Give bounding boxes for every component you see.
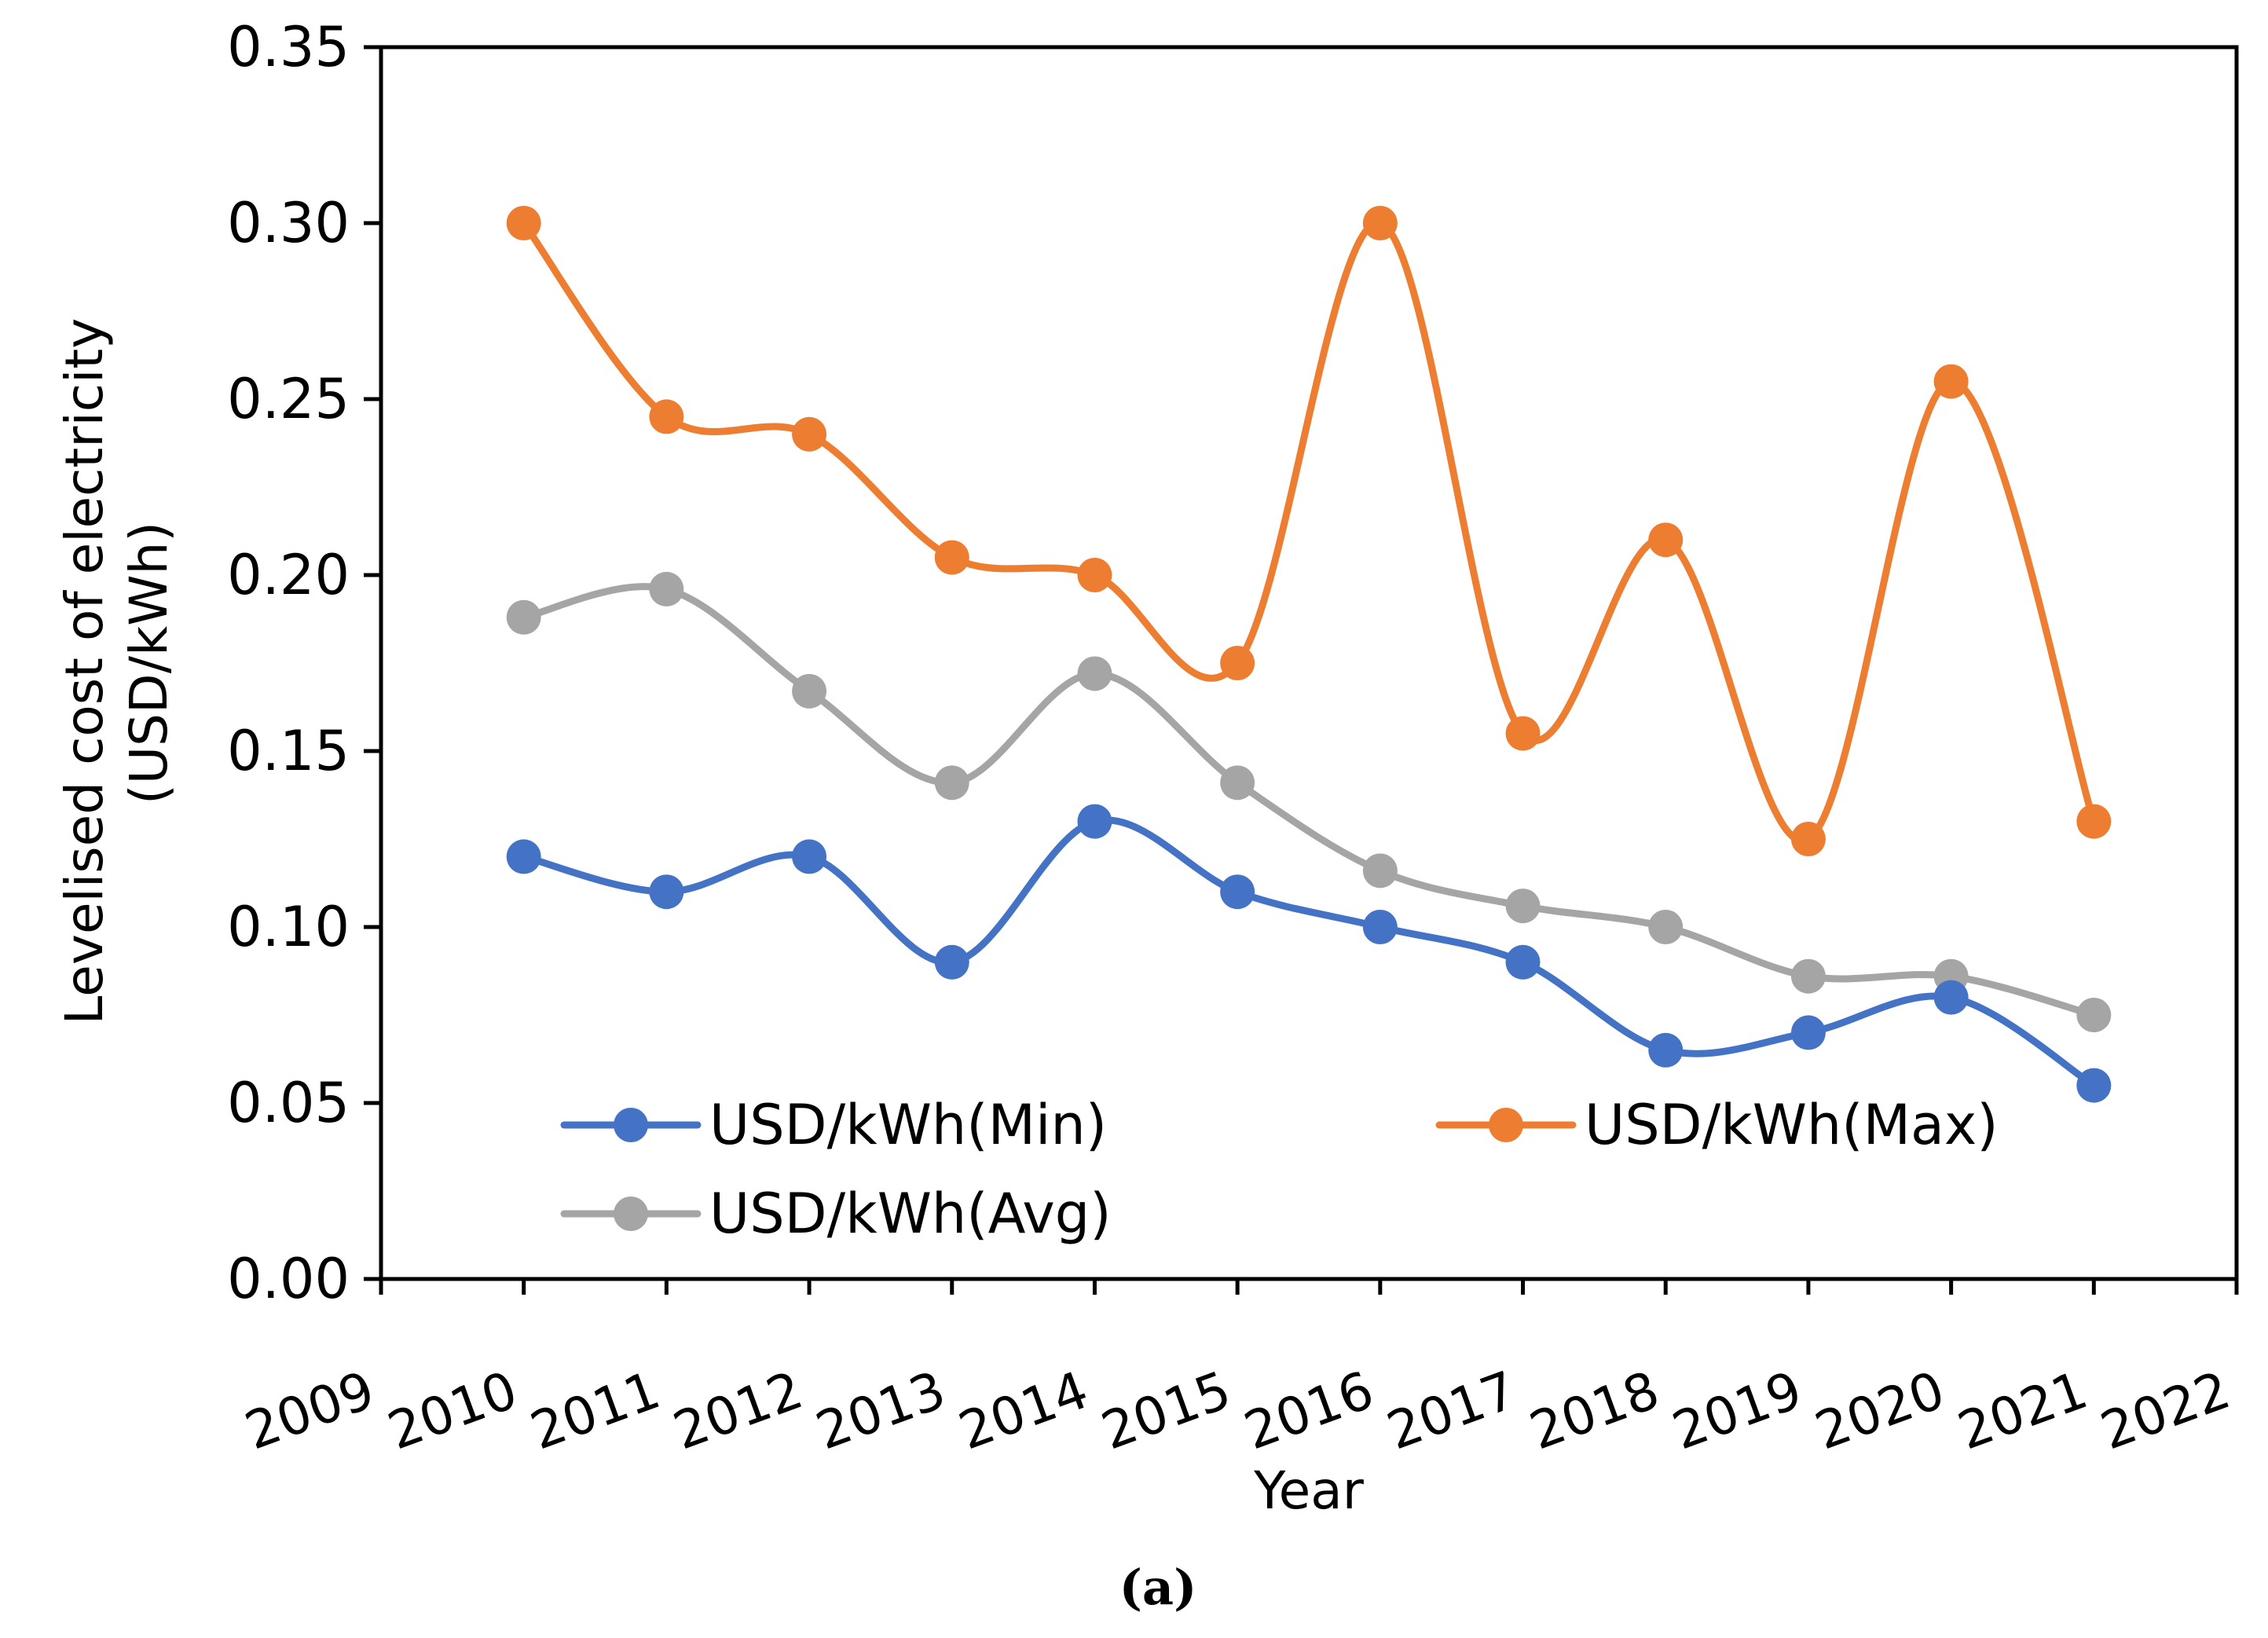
data-point-usd-kwh-max [1505,716,1541,751]
x-tick-label: 2016 [1237,1360,1381,1462]
plot-border [379,45,2239,1281]
series-layer [506,206,2112,1103]
legend-label: USD/kWh(Avg) [709,1182,1112,1246]
data-point-usd-kwh-min [1077,804,1112,839]
series-usd-kwh-avg [506,571,2112,1032]
x-axis-title: Year [1253,1460,1365,1521]
data-point-usd-kwh-max [1362,206,1398,240]
data-point-usd-kwh-avg [506,599,541,635]
data-point-usd-kwh-max [1077,558,1112,592]
x-tick-label: 2013 [808,1360,953,1462]
legend: USD/kWh(Min) USD/kWh(Max) USD/kWh(Avg) [560,1093,1999,1246]
data-point-usd-kwh-max [649,399,684,434]
data-point-usd-kwh-max [1220,646,1255,680]
x-tick-label: 2010 [380,1360,525,1462]
x-tick-label: 2017 [1379,1360,1524,1462]
y-axis-title-line-2: (USD/kWh) [119,522,179,804]
legend-item-usd-kwh-max: USD/kWh(Max) [1435,1093,1999,1157]
data-point-usd-kwh-max [506,206,541,240]
data-point-usd-kwh-min [1220,874,1255,910]
data-point-usd-kwh-max [1648,522,1684,558]
data-point-usd-kwh-min [1933,980,1969,1015]
x-tick-label: 2014 [951,1360,1096,1462]
legend-marker [614,1108,648,1142]
data-point-usd-kwh-avg [1220,765,1255,801]
legend-label: USD/kWh(Min) [709,1093,1107,1157]
legend-item-usd-kwh-min: USD/kWh(Min) [560,1093,1107,1157]
series-usd-kwh-max [506,206,2112,856]
y-tick-label: 0.15 [227,719,350,783]
series-usd-kwh-min [506,804,2112,1103]
data-point-usd-kwh-avg [2076,998,2112,1032]
data-point-usd-kwh-avg [1362,853,1398,889]
figure-caption: (a) [1119,1559,1197,1616]
x-tick-label: 2018 [1522,1360,1667,1462]
data-point-usd-kwh-max [1933,364,1969,399]
legend-label: USD/kWh(Max) [1585,1093,1999,1157]
legend-marker [614,1196,648,1231]
data-point-usd-kwh-min [506,839,541,874]
y-tick-label: 0.35 [227,15,350,79]
data-point-usd-kwh-avg [1648,910,1684,944]
data-point-usd-kwh-min [792,839,827,874]
x-tick-label: 2012 [665,1360,810,1462]
legend-marker [1489,1108,1523,1142]
y-axis-title-line-1: Levelised cost of electricity [54,318,115,1025]
x-tick-label: 2022 [2093,1360,2237,1462]
legend-item-usd-kwh-avg: USD/kWh(Avg) [560,1182,1112,1246]
y-tick-label: 0.05 [227,1071,350,1135]
data-point-usd-kwh-avg [1077,656,1112,691]
y-tick-label: 0.00 [227,1247,350,1311]
data-point-usd-kwh-max [1790,822,1826,856]
x-tick-label: 2019 [1665,1360,1809,1462]
data-point-usd-kwh-max [792,416,827,452]
data-point-usd-kwh-avg [1505,889,1541,924]
x-tick-label: 2020 [1808,1360,1952,1462]
data-point-usd-kwh-avg [1790,958,1826,994]
y-tick-label: 0.30 [227,191,350,255]
y-tick-label: 0.10 [227,895,350,959]
plot-area [379,45,2239,1281]
x-tick-label: 2015 [1094,1360,1238,1462]
data-point-usd-kwh-min [649,874,684,910]
x-tick-label: 2011 [523,1360,668,1462]
data-point-usd-kwh-avg [934,765,969,801]
data-point-usd-kwh-min [1505,944,1541,980]
series-line-usd-kwh-min [520,816,2098,1090]
series-line-usd-kwh-avg [520,583,2098,1019]
data-point-usd-kwh-min [2076,1068,2112,1103]
data-point-usd-kwh-min [1362,910,1398,944]
data-point-usd-kwh-avg [792,673,827,709]
y-axis-title: Levelised cost of electricity (USD/kWh) [54,302,179,1025]
y-tick-label: 0.25 [227,367,350,431]
data-point-usd-kwh-min [1790,1015,1826,1050]
x-tick-label: 2021 [1951,1360,2095,1462]
data-point-usd-kwh-min [1648,1032,1684,1068]
data-point-usd-kwh-min [934,944,969,980]
series-line-usd-kwh-max [520,219,2098,845]
x-tick-label: 2009 [237,1360,382,1462]
y-tick-label: 0.20 [227,543,350,607]
data-point-usd-kwh-avg [649,571,684,606]
data-point-usd-kwh-max [934,540,969,575]
data-point-usd-kwh-max [2076,804,2112,839]
